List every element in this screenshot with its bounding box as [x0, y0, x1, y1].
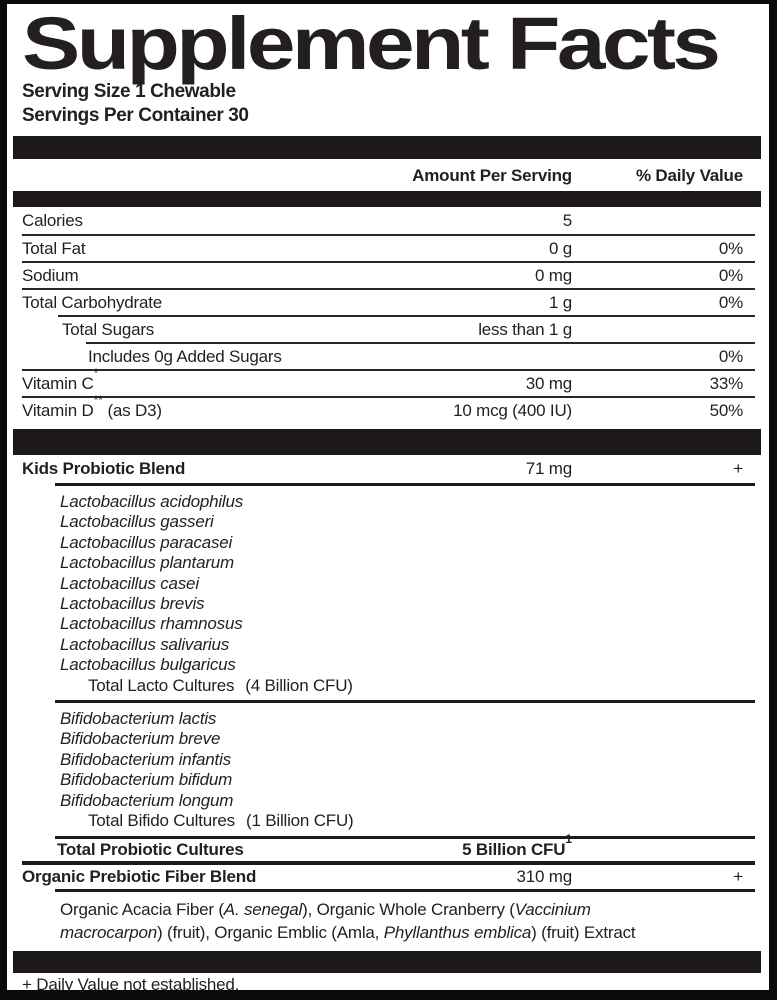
description-text: ) (fruit) Extract — [531, 923, 636, 942]
prebiotic-blend-name: Organic Prebiotic Fiber Blend — [22, 866, 257, 886]
species-item: Lactobacillus rhamnosus — [60, 614, 243, 634]
species-item: Lactobacillus bulgaricus — [60, 655, 236, 675]
species-total-value: (4 Billion CFU) — [245, 675, 353, 695]
nutrient-row: Total Sugars less than 1 g — [58, 315, 755, 342]
bifido-species-list: Bifidobacterium lactis Bifidobacterium br… — [55, 700, 755, 835]
species-item: Lactobacillus plantarum — [60, 553, 234, 573]
nutrient-amount: 30 mg — [525, 373, 572, 393]
nutrient-rows: Calories 5 Total Fat 0 g 0% Sodium 0 mg 0% Total… — [22, 207, 755, 423]
serving-size: Serving Size 1 Chewable — [22, 81, 236, 102]
description-text: ) (fruit), Organic Emblic (Amla, — [157, 923, 384, 942]
species-item: Lactobacillus brevis — [60, 594, 205, 614]
total-cultures-amount: 5 Billion CFU — [462, 839, 566, 859]
prebiotic-blend-dv: + — [733, 866, 743, 886]
nutrient-amount: less than 1 g — [478, 319, 572, 339]
nutrient-row: Vitamin C* 30 mg 33% — [22, 365, 755, 396]
nutrient-amount: 0 mg — [535, 265, 572, 285]
nutrient-name: Total Carbohydrate — [22, 292, 163, 312]
description-text: Organic Acacia Fiber ( — [60, 899, 224, 919]
nutrient-amount: 0 g — [548, 238, 572, 258]
total-probiotic-cultures-value: 5 Billion CFU1 — [462, 833, 572, 860]
nutrient-name: Vitamin D** (as D3) — [22, 392, 162, 420]
latin-name: A. senegal — [223, 899, 303, 919]
footnote-marker: * — [93, 365, 99, 380]
amount-per-serving-header: Amount Per Serving — [412, 166, 572, 185]
nutrient-row: Total Carbohydrate 1 g 0% — [22, 288, 755, 315]
nutrient-row: Includes 0g Added Sugars 0% — [86, 342, 755, 369]
footnote-marker: ** — [93, 392, 103, 407]
prebiotic-blend-amount: 310 mg — [516, 866, 572, 886]
nutrient-dv: 0% — [718, 346, 743, 366]
nutrient-name: Sodium — [22, 265, 79, 285]
separator-bar-probiotic — [13, 429, 761, 455]
probiotic-blend-dv: + — [733, 459, 743, 478]
lacto-species-list: Lactobacillus acidophilus Lactobacillus g… — [55, 483, 755, 700]
nutrient-name: Calories — [22, 210, 83, 230]
latin-name: macrocarpon — [60, 923, 158, 942]
nutrient-name: Vitamin C* — [22, 365, 99, 393]
total-cultures-footnote-marker: 1 — [565, 831, 572, 846]
nutrient-dv: 33% — [709, 373, 744, 393]
nutrient-name: Includes 0g Added Sugars — [88, 346, 282, 366]
nutrient-row: Vitamin D** (as D3) 10 mcg (400 IU) 50% — [22, 392, 755, 423]
nutrient-row: Sodium 0 mg 0% — [22, 261, 755, 288]
probiotic-blend-row: Kids Probiotic Blend 71 mg + — [22, 455, 755, 483]
species-total-label: Total Bifido Cultures — [88, 811, 235, 831]
probiotic-blend-amount: 71 mg — [525, 459, 572, 478]
species-total: Total Lacto Cultures (4 Billion CFU) — [55, 676, 755, 696]
separator-bar-header — [13, 191, 761, 207]
description-line: macrocarpon) (fruit), Organic Emblic (Am… — [60, 921, 725, 945]
species-item: Lactobacillus paracasei — [60, 532, 233, 552]
column-headers: Amount Per Serving % Daily Value — [22, 159, 755, 191]
nutrient-dv: 0% — [718, 238, 743, 258]
probiotic-blend-name: Kids Probiotic Blend — [22, 459, 186, 478]
species-item: Lactobacillus gasseri — [60, 512, 214, 532]
daily-value-header: % Daily Value — [635, 166, 743, 185]
nutrient-amount: 1 g — [548, 292, 572, 312]
species-item: Bifidobacterium bifidum — [60, 770, 233, 790]
species-item: Lactobacillus acidophilus — [60, 492, 244, 511]
nutrient-row: Calories 5 — [22, 207, 755, 234]
prebiotic-ingredient-description: Organic Acacia Fiber (A. senegal), Organ… — [55, 888, 755, 951]
nutrient-name: Total Fat — [22, 238, 86, 258]
species-item: Lactobacillus casei — [60, 573, 199, 593]
nutrient-dv: 0% — [718, 292, 743, 312]
species-item: Bifidobacterium breve — [60, 729, 221, 749]
species-item: Bifidobacterium infantis — [60, 749, 231, 769]
species-item: Bifidobacterium longum — [60, 790, 234, 810]
latin-name: Vaccinium — [514, 899, 591, 919]
nutrient-dv: 0% — [718, 265, 743, 285]
servings-per-container: Servings Per Container 30 — [22, 105, 249, 126]
nutrient-amount: 10 mcg (400 IU) — [453, 400, 572, 420]
prebiotic-blend-row: Organic Prebiotic Fiber Blend 310 mg + — [22, 860, 755, 889]
label-title: Supplement Facts — [22, 2, 721, 85]
species-total: Total Bifido Cultures (1 Billion CFU) — [55, 811, 755, 831]
species-item: Bifidobacterium lactis — [60, 709, 217, 729]
total-probiotic-cultures-label: Total Probiotic Cultures — [57, 839, 244, 859]
nutrient-name: Total Sugars — [62, 319, 155, 339]
species-total-label: Total Lacto Cultures — [88, 675, 235, 695]
species-item: Lactobacillus salivarius — [60, 634, 230, 654]
separator-bar-top — [13, 136, 761, 159]
description-text: ), Organic Whole Cranberry ( — [302, 899, 515, 919]
species-total-value: (1 Billion CFU) — [245, 811, 354, 831]
nutrient-amount: 5 — [562, 210, 572, 230]
total-probiotic-cultures-row: Total Probiotic Cultures 5 Billion CFU1 — [55, 833, 755, 861]
nutrient-row: Total Fat 0 g 0% — [22, 234, 755, 261]
description-line: Organic Acacia Fiber (A. senegal), Organ… — [60, 898, 725, 922]
separator-bar-bottom — [13, 950, 761, 973]
nutrient-dv: 50% — [709, 400, 744, 420]
latin-name: Phyllanthus emblica — [383, 923, 532, 942]
daily-value-footnote: + Daily Value not established. — [22, 974, 240, 994]
